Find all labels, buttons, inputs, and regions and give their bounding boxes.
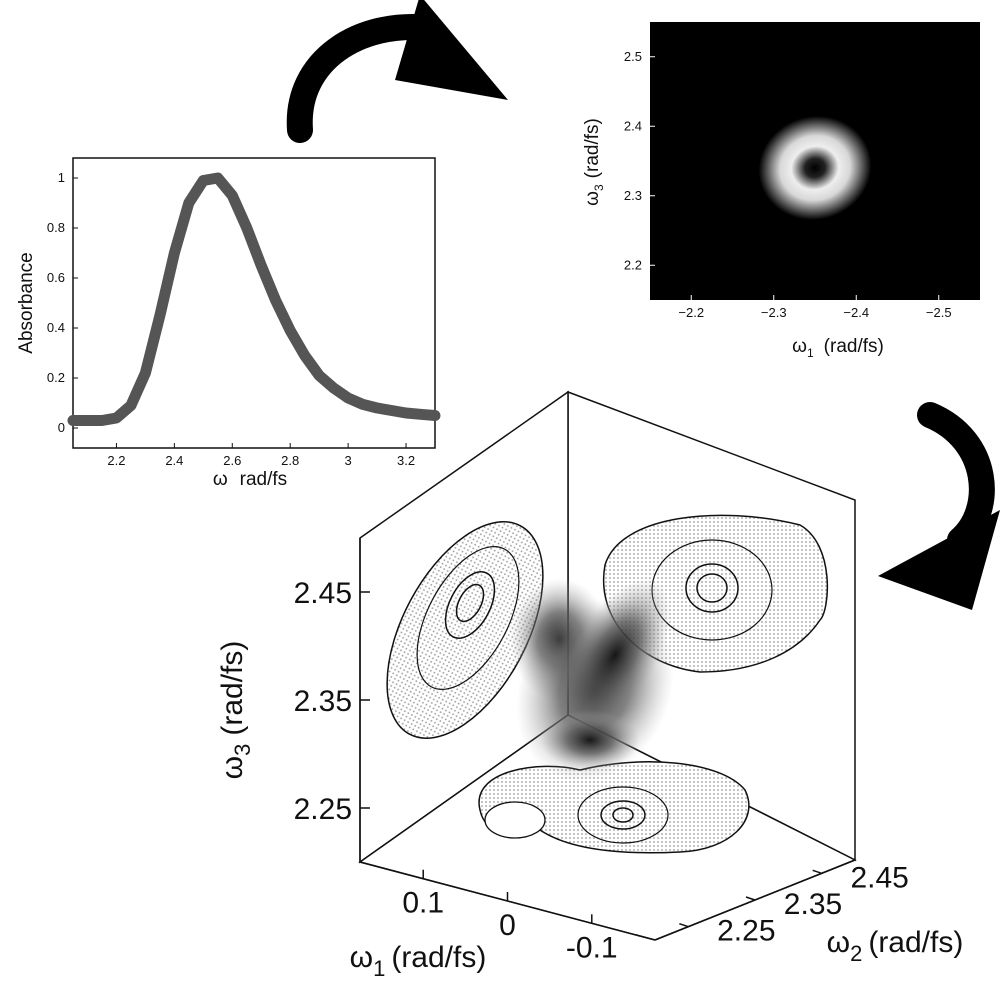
3d-omega2-tick-label: 2.35: [784, 888, 842, 921]
3d-omega3-ticks: 2.45 2.35 2.25: [294, 577, 370, 826]
2d-spectrum-peak: [758, 115, 872, 220]
3d-omega1-tick-label: 0.1: [402, 887, 444, 920]
3d-spectrum-plot: 2.452.352.25 0.10-0.1 2.452.352.25 ω3(ra…: [216, 390, 964, 981]
absorption-x-tick-label: 2.2: [107, 453, 125, 468]
3d-omega2-ticks: 2.452.35 2.25: [679, 861, 909, 948]
3d-omega1-label: ω1 (rad/fs): [350, 941, 487, 981]
3d-omega3-tick-label: 2.35: [294, 685, 352, 718]
2d-spectrum-x-tick-label: −2.4: [843, 305, 869, 320]
2d-spectrum-y-label: ω3(rad/fs): [582, 118, 606, 206]
2d-spectrum-y-tick-label: 2.5: [624, 49, 642, 64]
absorption-curve: [67, 172, 441, 426]
3d-omega3-label: ω3(rad/fs): [216, 641, 255, 780]
absorption-y-tick-label: 0.4: [47, 320, 65, 335]
3d-omega2-tick-label: 2.45: [850, 861, 908, 894]
arrow-top: [286, 0, 508, 143]
3d-spectrum-volume: [510, 578, 674, 782]
absorption-y-tick-label: 0.6: [47, 270, 65, 285]
absorption-x-tick-label: 3: [345, 453, 352, 468]
absorption-y-tick-label: 1: [58, 170, 65, 185]
3d-omega1-tick-label: -0.1: [566, 931, 618, 964]
absorption-x-tick-label: 2.6: [223, 453, 241, 468]
3d-omega2-tick: [812, 869, 822, 875]
2d-spectrum-x-tick-label: −2.5: [926, 305, 952, 320]
absorption-y-tick-label: 0: [58, 420, 65, 435]
2d-spectrum-y-tick-label: 2.2: [624, 257, 642, 272]
absorption-x-tick-label: 3.2: [397, 453, 415, 468]
3d-omega2-label: ω2 (rad/fs): [827, 926, 964, 966]
3d-omega3-tick-label: 2.25: [294, 793, 352, 826]
2d-spectrum-y-tick-label: 2.3: [624, 188, 642, 203]
arrow-right: [878, 402, 1000, 610]
3d-omega2-tick: [679, 922, 689, 928]
2d-spectrum-y-tick-label: 2.4: [624, 118, 642, 133]
absorption-ticks: 2.2 2.4 2.6 2.8 3 3.2 0 0.2 0.4 0.6 0.8 1: [47, 170, 415, 468]
absorption-x-tick-label: 2.4: [165, 453, 183, 468]
2d-spectrum-ticks: −2.2 −2.3 −2.4 −2.5 2.2 2.3 2.4 2.5: [624, 49, 952, 320]
3d-omega2-tick-label: 2.25: [717, 915, 775, 948]
absorption-y-label: Absorbance: [16, 252, 37, 353]
absorption-y-tick-label: 0.2: [47, 370, 65, 385]
3d-omega1-tick-label: 0: [499, 909, 516, 942]
absorption-x-label: ω rad/fs: [213, 469, 287, 490]
3d-omega3-tick-label: 2.45: [294, 577, 352, 610]
2d-spectrum-x-tick-label: −2.3: [761, 305, 787, 320]
2d-spectrum-x-label: ω1 (rad/fs): [792, 336, 884, 360]
absorption-plot: 2.2 2.4 2.6 2.8 3 3.2 0 0.2 0.4 0.6 0.8 1 Absorbanc…: [16, 157, 441, 490]
absorption-y-tick-label: 0.8: [47, 220, 65, 235]
absorption-x-tick-label: 2.8: [281, 453, 299, 468]
2d-spectrum-plot: −2.2 −2.3 −2.4 −2.52.22.32.42.5 ω3(rad/fs) …: [582, 22, 980, 360]
3d-omega2-tick: [745, 896, 756, 901]
2d-spectrum-x-tick-label: −2.2: [678, 305, 704, 320]
3d-omega1-ticks: 0.1 0 -0.1: [402, 869, 618, 964]
